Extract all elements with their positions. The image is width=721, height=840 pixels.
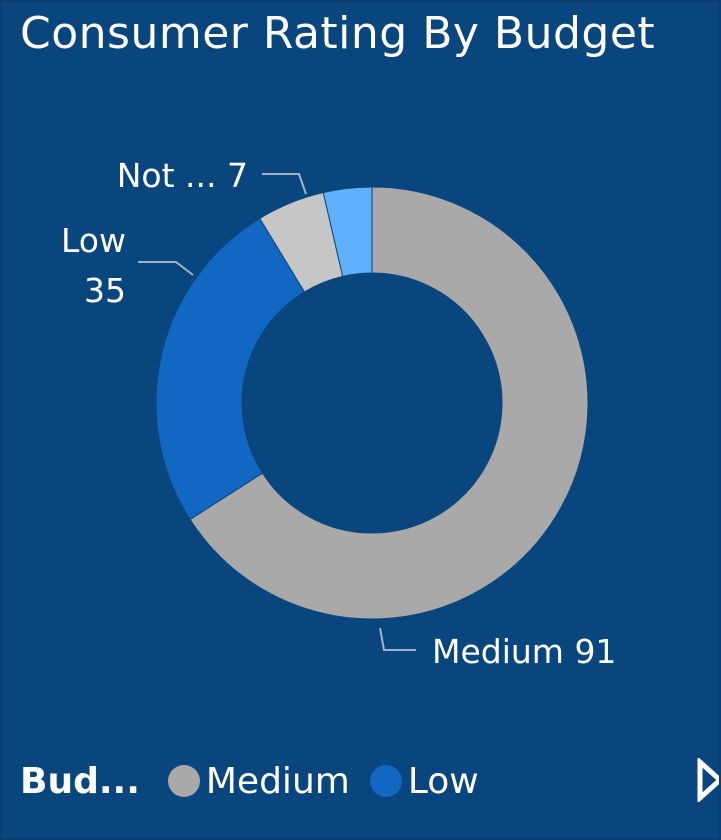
donut-slice-unlabeled3[interactable] (322, 186, 373, 277)
data-label-low-value: 35 (84, 271, 126, 310)
legend: Bud... Medium Low (20, 754, 499, 808)
data-label-not: Not ... 7 (117, 156, 248, 195)
data-label-medium: Medium 91 (432, 632, 616, 671)
chevron-right-icon[interactable] (696, 758, 721, 802)
leader-line-low (138, 261, 194, 276)
leader-line-medium (379, 627, 416, 651)
legend-item-medium[interactable]: Medium (167, 760, 350, 802)
legend-label-medium: Medium (205, 760, 350, 802)
leader-line-not (262, 173, 307, 195)
legend-item-low[interactable]: Low (369, 760, 479, 802)
chart-title: Consumer Rating By Budget (20, 8, 656, 59)
legend-dot-medium (167, 765, 200, 797)
data-label-low-name: Low (61, 221, 126, 260)
donut-slice-low[interactable] (155, 217, 306, 521)
legend-title: Bud... (20, 760, 140, 802)
donut-slice-medium[interactable] (189, 186, 589, 620)
legend-dot-low (369, 765, 402, 797)
legend-label-low: Low (407, 760, 479, 802)
